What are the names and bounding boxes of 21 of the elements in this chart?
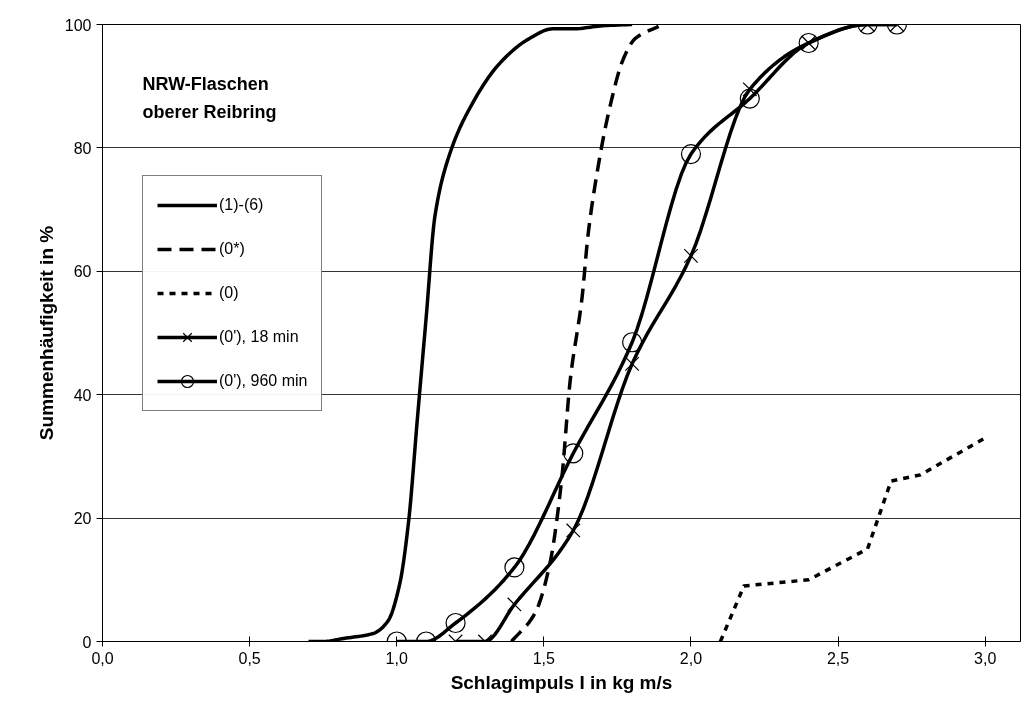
y-tick-label: 0 xyxy=(82,633,92,651)
legend-label: (0) xyxy=(219,284,239,302)
y-tick-label: 80 xyxy=(73,139,92,157)
y-tick-label: 100 xyxy=(64,16,92,34)
x-tick-label: 1,5 xyxy=(532,649,556,667)
x-tick-label: 2,5 xyxy=(826,649,850,667)
annotation: NRW-Flaschen oberer Reibring xyxy=(142,73,277,122)
y-tick-label: 20 xyxy=(73,510,92,528)
x-axis-title: Schlagimpuls I in kg m/s xyxy=(450,671,673,693)
y-tick-label: 40 xyxy=(73,386,92,404)
x-tick-label: 0,5 xyxy=(238,649,261,667)
legend-label: (0'), 18 min xyxy=(219,328,299,346)
x-tick-label: 1,0 xyxy=(385,649,408,667)
legend-label: (1)-(6) xyxy=(219,196,264,214)
x-tick-label: 3,0 xyxy=(974,649,997,667)
legend-label: (0'), 960 min xyxy=(219,372,308,390)
legend-label: (0*) xyxy=(219,240,245,258)
y-axis-title: Summenhäufigkeit in % xyxy=(35,225,57,441)
x-tick-label: 2,0 xyxy=(679,649,703,667)
x-tick-label: 0,0 xyxy=(91,649,114,667)
y-tick-label: 60 xyxy=(73,263,92,281)
